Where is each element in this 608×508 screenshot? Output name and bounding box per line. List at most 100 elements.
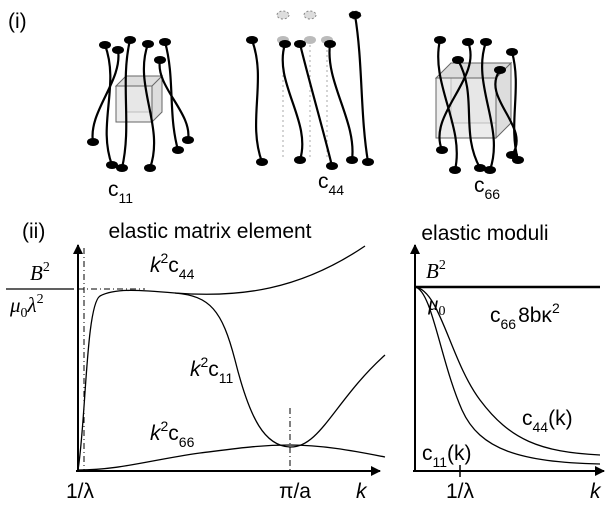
flux-end bbox=[116, 164, 128, 172]
y-label-den: μ0 bbox=[427, 291, 446, 319]
flux-end bbox=[112, 46, 124, 54]
sup: 2 bbox=[439, 258, 446, 273]
sup: 2 bbox=[161, 250, 169, 266]
base: c bbox=[318, 170, 329, 193]
flux-end bbox=[276, 10, 290, 20]
sub: 11 bbox=[219, 370, 234, 386]
flux-end bbox=[434, 36, 446, 44]
y-label-num: B2 bbox=[426, 258, 446, 283]
flux-end bbox=[462, 38, 474, 46]
flux-end bbox=[349, 11, 361, 19]
den: μ bbox=[427, 291, 439, 315]
base: c bbox=[168, 422, 179, 445]
flux-end bbox=[124, 36, 136, 44]
flux-line bbox=[158, 59, 190, 141]
curve-label: c44(k) bbox=[522, 407, 573, 435]
x-label: π/a bbox=[279, 480, 311, 503]
flux-end bbox=[452, 56, 464, 64]
num: B bbox=[30, 261, 43, 285]
curve bbox=[414, 286, 601, 465]
flux-end bbox=[279, 40, 291, 48]
curve-label: c11(k) bbox=[422, 442, 472, 470]
y-label-den: μ0λ2 bbox=[9, 292, 44, 321]
prefix: k bbox=[190, 358, 202, 381]
sub: 11 bbox=[433, 454, 448, 470]
flux-end bbox=[144, 164, 156, 172]
sup: 2 bbox=[43, 260, 50, 275]
sub: 44 bbox=[179, 266, 195, 282]
curve-label: k2c11 bbox=[190, 354, 234, 386]
num: B bbox=[426, 259, 439, 283]
item-label: c11 bbox=[108, 178, 133, 206]
plot-title: elastic matrix element bbox=[108, 220, 311, 243]
base: c bbox=[168, 254, 179, 277]
sup: 2 bbox=[201, 354, 209, 370]
flux-end bbox=[87, 138, 99, 146]
base: c bbox=[474, 174, 485, 197]
curve bbox=[77, 245, 366, 471]
flux-line bbox=[281, 43, 304, 161]
x-label: 1/λ bbox=[66, 480, 95, 503]
flux-end bbox=[303, 10, 317, 20]
sub: 66 bbox=[179, 434, 195, 450]
sub: 66 bbox=[501, 316, 517, 332]
x-axis-label: k bbox=[356, 480, 368, 503]
flux-end bbox=[304, 36, 316, 44]
flux-line bbox=[120, 39, 132, 169]
flux-end bbox=[506, 48, 518, 56]
rest: (k) bbox=[548, 407, 573, 430]
curve-label: c668bκ2 bbox=[490, 300, 560, 332]
panel-label: (ii) bbox=[22, 220, 45, 243]
prefix: k bbox=[150, 422, 162, 445]
flux-line bbox=[353, 14, 370, 163]
flux-end bbox=[449, 166, 461, 174]
flux-end bbox=[326, 162, 338, 170]
flux-end bbox=[346, 156, 358, 164]
flux-end bbox=[256, 158, 268, 166]
rest: (k) bbox=[447, 442, 472, 465]
base: c bbox=[422, 442, 433, 465]
flux-end bbox=[506, 151, 518, 159]
x-label: 1/λ bbox=[446, 480, 475, 503]
sub: 0 bbox=[439, 304, 446, 319]
flux-end bbox=[484, 166, 496, 174]
den: μ bbox=[9, 293, 21, 317]
plot-title: elastic moduli bbox=[421, 222, 548, 245]
flux-end bbox=[99, 41, 111, 49]
flux-end bbox=[294, 156, 306, 164]
flux-line bbox=[142, 43, 156, 169]
panel-label: (i) bbox=[8, 10, 27, 33]
base: c bbox=[108, 178, 119, 201]
curve bbox=[174, 292, 386, 448]
sub: 44 bbox=[329, 182, 345, 198]
flux-end bbox=[480, 38, 492, 46]
sub: 0 bbox=[21, 306, 28, 321]
sup: 2 bbox=[37, 292, 44, 307]
flux-end bbox=[106, 161, 118, 169]
flux-end bbox=[436, 146, 448, 154]
flux-line bbox=[91, 49, 120, 143]
rest: 8bκ bbox=[518, 304, 552, 327]
flux-end bbox=[474, 164, 486, 172]
flux-line bbox=[298, 43, 334, 167]
item-label: c44 bbox=[318, 170, 344, 198]
sub: 11 bbox=[119, 190, 134, 206]
prefix: k bbox=[150, 254, 162, 277]
flux-end bbox=[172, 146, 184, 154]
shapes bbox=[73, 10, 605, 477]
curve-label: k2c66 bbox=[150, 418, 195, 450]
x-axis-label: k bbox=[590, 480, 602, 503]
base: c bbox=[208, 358, 219, 381]
flux-end bbox=[246, 36, 258, 44]
curve-label: k2c44 bbox=[150, 250, 195, 282]
sup: 2 bbox=[552, 300, 560, 316]
flux-end bbox=[159, 38, 171, 46]
flux-line bbox=[481, 41, 495, 171]
curve bbox=[414, 286, 601, 456]
flux-line bbox=[457, 59, 481, 169]
flux-end bbox=[362, 158, 374, 166]
flux-end bbox=[182, 136, 194, 144]
sub: 66 bbox=[485, 186, 501, 202]
flux-line bbox=[438, 41, 472, 151]
cube-front bbox=[435, 77, 497, 139]
